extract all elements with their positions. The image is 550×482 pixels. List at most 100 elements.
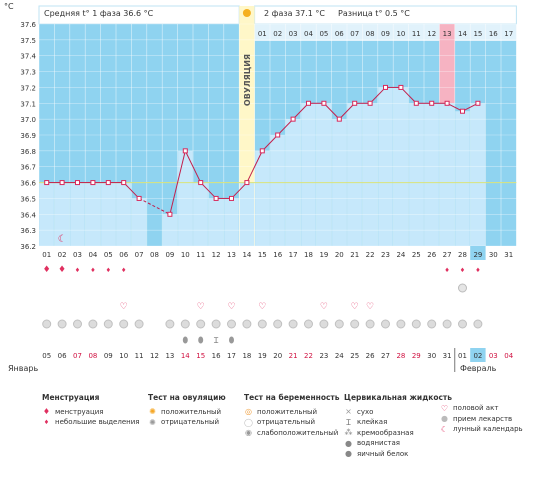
pregnancy-test-icon — [396, 319, 406, 329]
legend-label: слабоположительный — [257, 428, 339, 437]
legend-title: Менструация — [42, 393, 100, 402]
pregnancy-test-icon — [242, 319, 252, 329]
blood-drop-icon: ♦ — [75, 267, 80, 274]
legend-row: ♦ небольшие выделения — [42, 417, 140, 428]
cycle-day-label: 18 — [304, 251, 313, 259]
blood-drop-icon: ♦ — [121, 267, 126, 274]
phase2-day-label: 04 — [304, 30, 313, 38]
temperature-bar — [424, 103, 439, 247]
grid-lines — [38, 23, 517, 247]
blood-drop-icon: ♦ — [444, 267, 449, 274]
calendar-date-label: 29 — [412, 352, 421, 360]
temperature-point — [90, 180, 96, 186]
legend-row: ♡ половой акт — [440, 403, 523, 414]
cycle-day-label: 15 — [258, 251, 267, 259]
temperature-point — [398, 84, 404, 90]
legend-label: положительный — [257, 407, 318, 416]
heart-icon: ♡ — [440, 403, 449, 413]
calendar-date-label: 21 — [289, 352, 298, 360]
calendar-date-label: 25 — [350, 352, 359, 360]
egg-white-icon — [182, 336, 188, 344]
pregnancy-test-icon — [73, 319, 82, 329]
egg-white-icon — [198, 336, 204, 344]
moon-icon: ☾ — [440, 424, 449, 434]
creamy-icon: ⁂ — [344, 428, 353, 438]
temperature-line-segment — [261, 134, 279, 152]
legend-label: лунный календарь — [453, 425, 523, 433]
phase2-day-label: 13 — [443, 30, 452, 38]
cycle-day-label: 02 — [58, 251, 67, 259]
current-date-highlight — [470, 348, 486, 362]
pregnancy-test-icon — [211, 319, 221, 329]
heart-icon: ♡ — [366, 302, 374, 312]
cycle-day-label: 19 — [319, 251, 328, 259]
cycle-day-label: 17 — [289, 251, 298, 259]
cycle-day-label: 09 — [165, 251, 174, 259]
blood-drop-icon: ♦ — [460, 267, 465, 274]
pregnancy-test-icon — [473, 319, 483, 329]
temperature-point — [352, 100, 358, 106]
sun-icon — [242, 9, 251, 17]
legend-menstruation: Менструация ♦ менструация ♦ небольшие выде… — [42, 393, 140, 428]
y-tick-label: 37.3 — [20, 69, 36, 77]
temperature-point — [460, 108, 465, 114]
cycle-day-label: 10 — [181, 251, 190, 259]
temperature-line-segment — [338, 102, 356, 120]
cycle-day-label: 14 — [242, 251, 251, 259]
legend-label: сухо — [357, 407, 374, 416]
cycle-day-label: 01 — [42, 251, 51, 259]
temperature-point — [59, 180, 65, 186]
temperature-line-segment — [292, 102, 309, 120]
blood-drop-icon: ♦ — [43, 265, 51, 275]
cycle-day-label: 29 — [473, 251, 482, 259]
legend-row: × сухо — [344, 407, 452, 418]
calendar-date-label: 19 — [258, 352, 267, 360]
temperature-point — [136, 195, 142, 201]
pregnancy-test-icon — [88, 319, 98, 329]
current-day-highlight — [470, 246, 486, 260]
cycle-day-label: 16 — [273, 251, 282, 259]
blood-drop-icon: ♦ — [58, 265, 66, 275]
calendar-date-label: 24 — [335, 352, 344, 360]
pregnancy-test-icon — [350, 319, 360, 329]
legend-title: Цервикальная жидкость — [344, 393, 453, 402]
temperature-bar — [208, 198, 224, 246]
pregnancy-test-icon — [427, 319, 437, 329]
temperature-line-segment — [462, 102, 479, 112]
legend-label: кремообразная — [357, 428, 414, 437]
temperature-point — [383, 84, 388, 90]
blood-drop-icon: ♦ — [475, 267, 480, 274]
calendar-date-label: 28 — [396, 352, 405, 360]
pill-icon: ● — [441, 414, 448, 424]
heart-icon: ♡ — [120, 302, 128, 312]
temperature-line-segment — [231, 182, 248, 199]
temperature-bar — [347, 103, 362, 247]
temperature-point — [198, 180, 204, 186]
calendar-date-label: 22 — [304, 352, 313, 360]
cycle-day-label: 25 — [412, 251, 421, 259]
legend-title: Тест на овуляцию — [148, 393, 226, 402]
calendar-date-label: 08 — [88, 352, 97, 360]
y-tick-label: 37.5 — [20, 37, 36, 45]
heart-icon: ♡ — [227, 302, 235, 312]
egg-white-icon — [229, 336, 234, 344]
cycle-day-label: 03 — [73, 251, 82, 259]
legend-ovulation-test: Тест на овуляцию ✺ положительный ✺ отрицат… — [148, 393, 226, 428]
calendar-date-label: 01 — [458, 352, 467, 360]
y-tick-label: 36.5 — [20, 195, 36, 203]
pregnancy-test-icon — [365, 319, 375, 329]
pregnancy-test-icon — [165, 319, 175, 329]
calendar-date-label: 07 — [73, 352, 82, 360]
legend-label: клейкая — [357, 418, 388, 426]
legend-label: отрицательный — [257, 418, 316, 426]
y-tick-label: 37.6 — [20, 21, 36, 29]
pregnancy-test-icon — [288, 319, 298, 329]
unit-label: °C — [4, 2, 14, 11]
pregnancy-test-icon — [180, 319, 190, 329]
legend-row: ◎ положительный — [244, 407, 340, 418]
temperature-line-gap — [138, 197, 171, 215]
cycle-day-label: 28 — [458, 251, 467, 259]
sticky-icon: Ɪ — [346, 417, 351, 427]
pregnancy-test-icon — [319, 319, 329, 329]
legend-label: небольшие выделения — [55, 418, 140, 426]
